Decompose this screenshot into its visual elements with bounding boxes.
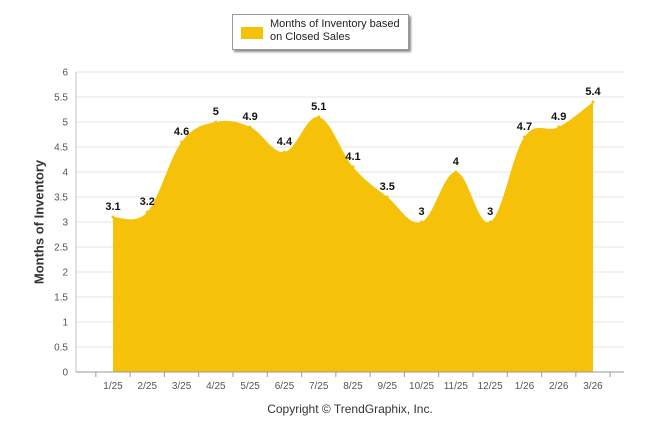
data-point [351, 165, 355, 169]
x-tick-label: 8/25 [343, 381, 363, 392]
y-tick-label: 4.5 [54, 143, 68, 154]
data-point [557, 125, 561, 129]
x-tick-label: 12/25 [478, 381, 503, 392]
copyright-text: Copyright © TrendGraphix, Inc. [267, 402, 433, 416]
legend: Months of Inventory based on Closed Sale… [232, 14, 409, 50]
axes [75, 72, 624, 377]
legend-swatch [241, 27, 263, 39]
data-point [145, 210, 149, 214]
x-tick-label: 9/25 [378, 381, 398, 392]
legend-label: Months of Inventory based on Closed Sale… [270, 18, 400, 43]
x-tick-label: 4/25 [206, 381, 226, 392]
data-point [111, 215, 115, 219]
data-label: 4.1 [345, 151, 360, 163]
x-tick-label: 10/25 [409, 381, 434, 392]
data-label: 3.1 [105, 201, 120, 213]
data-label: 3 [419, 206, 425, 218]
x-tick-label: 3/26 [583, 381, 603, 392]
x-tick-labels: 1/25 2/25 3/25 4/25 5/25 6/25 7/25 8/25 9/25 10/2… [103, 381, 603, 392]
y-tick-label: 0 [62, 368, 68, 379]
data-point [214, 120, 218, 124]
data-points [111, 100, 595, 224]
y-tick-label: 2.5 [54, 243, 68, 254]
data-label: 4.9 [242, 111, 257, 123]
y-tick-label: 1 [62, 318, 68, 329]
data-label: 3.5 [380, 181, 395, 193]
x-tick-label: 2/26 [549, 381, 569, 392]
y-tick-label: 5.5 [54, 93, 68, 104]
data-label: 3.2 [140, 196, 155, 208]
data-label: 4.6 [174, 126, 189, 138]
y-tick-label: 3.5 [54, 193, 68, 204]
y-tick-label: 5 [62, 118, 68, 129]
x-tick-label: 11/25 [444, 381, 469, 392]
y-tick-labels: 0 0.5 1 1.5 2 2.5 3 3.5 4 4.5 5 5.5 6 [54, 68, 68, 379]
x-tick-label: 1/25 [103, 381, 123, 392]
data-point [282, 150, 286, 154]
x-tick-label: 2/25 [138, 381, 158, 392]
x-tick-label: 5/25 [240, 381, 260, 392]
data-label: 5.4 [585, 86, 601, 98]
data-point [591, 100, 595, 104]
data-point [420, 220, 424, 224]
x-tick-label: 3/25 [172, 381, 192, 392]
data-point [454, 170, 458, 174]
y-tick-label: 0.5 [54, 343, 68, 354]
y-axis-title: Months of Inventory [31, 159, 47, 285]
y-tick-label: 1.5 [54, 293, 68, 304]
y-tick-label: 2 [62, 268, 68, 279]
series-area [113, 102, 593, 372]
y-tick-label: 4 [62, 168, 68, 179]
x-tick-label: 1/26 [515, 381, 535, 392]
y-tick-label: 3 [62, 218, 68, 229]
data-label: 4.7 [517, 121, 532, 133]
data-point [248, 125, 252, 129]
data-point [385, 195, 389, 199]
data-label: 5.1 [311, 101, 326, 113]
data-point [317, 115, 321, 119]
x-tick-label: 7/25 [309, 381, 329, 392]
data-point [180, 140, 184, 144]
data-point [488, 220, 492, 224]
data-point [522, 135, 526, 139]
data-labels: 3.1 3.2 4.6 5 4.9 4.4 5.1 4.1 3.5 3 4 3 4.7 4.9 5.4 [105, 86, 601, 218]
data-label: 3 [487, 206, 493, 218]
data-label: 4.4 [277, 136, 293, 148]
data-label: 4.9 [551, 111, 566, 123]
data-label: 4 [453, 156, 460, 168]
data-label: 5 [213, 106, 219, 118]
x-tick-label: 6/25 [275, 381, 295, 392]
y-tick-label: 6 [62, 68, 68, 79]
